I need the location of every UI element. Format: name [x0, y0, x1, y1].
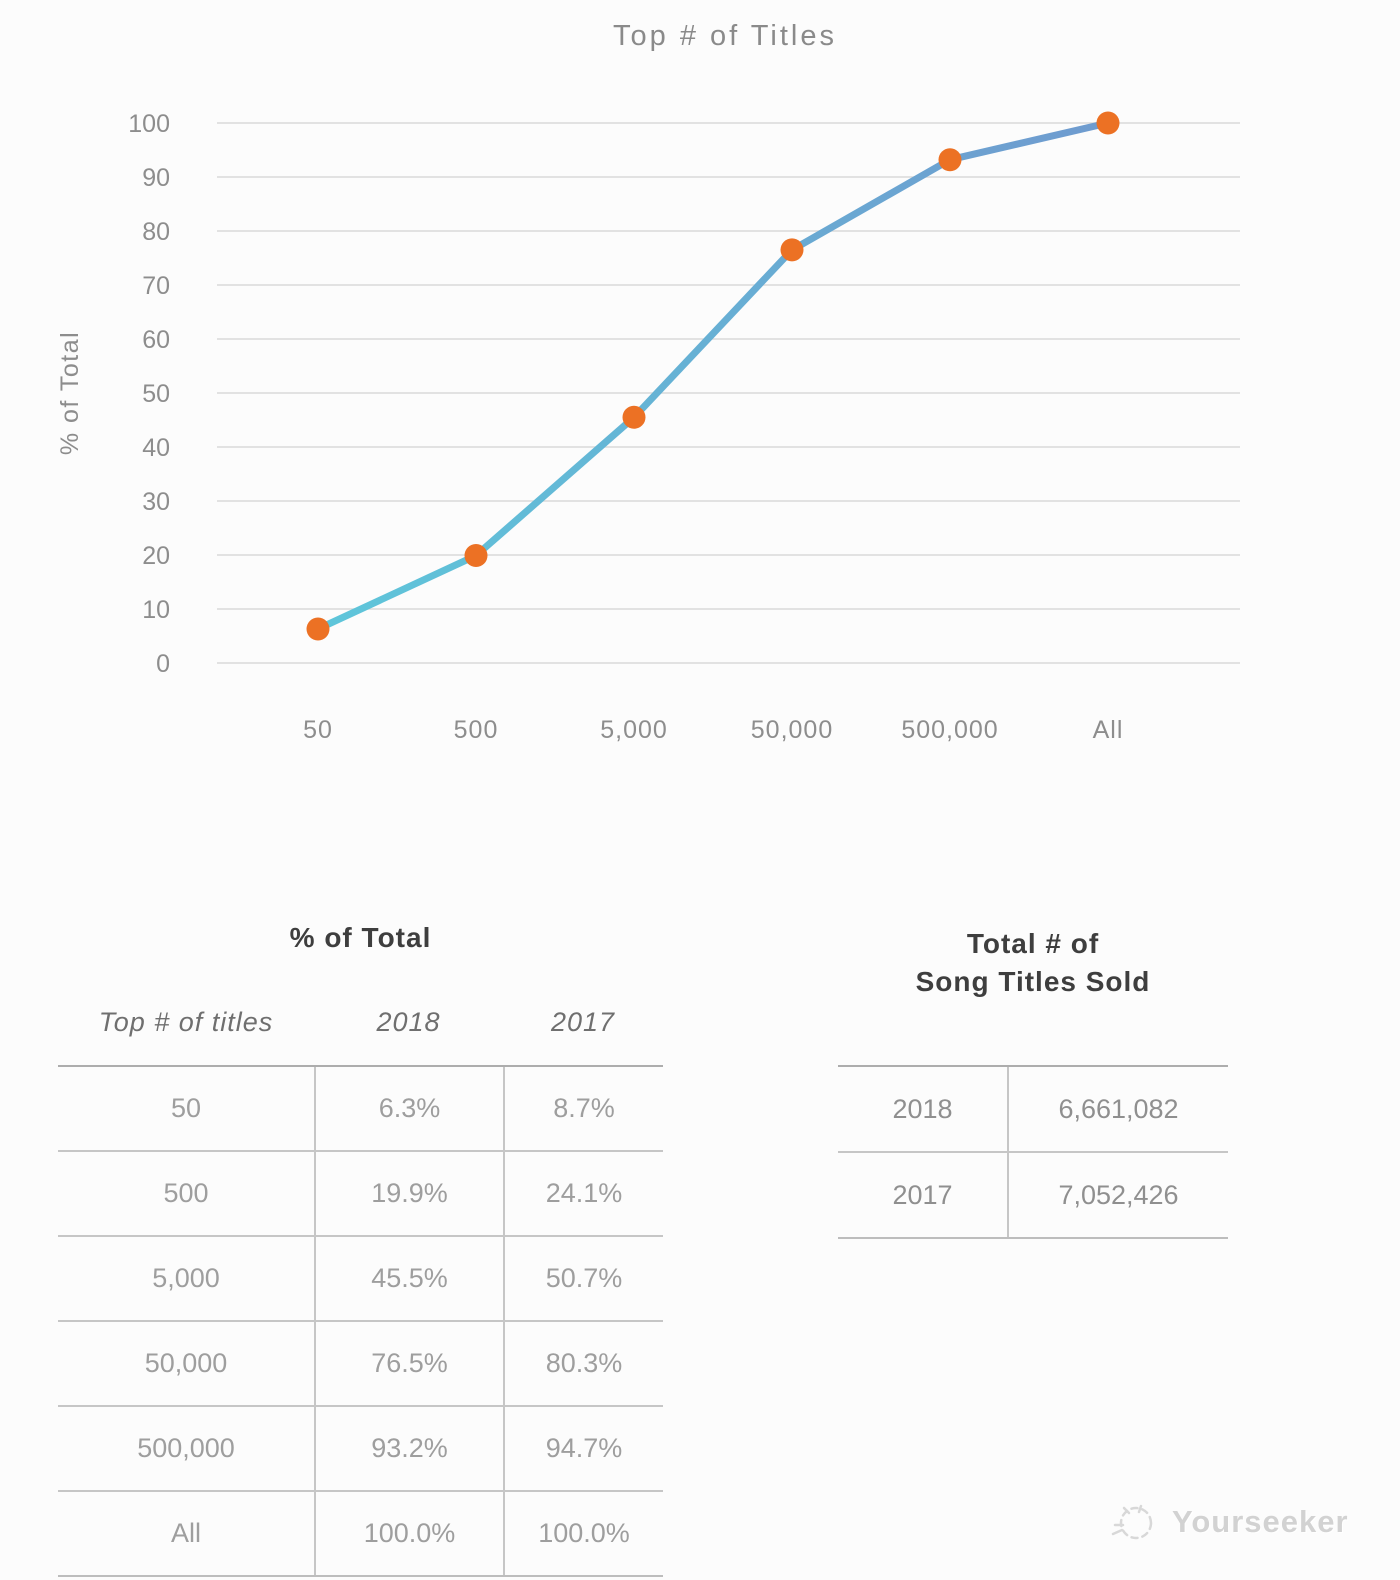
totals-title-line2: Song Titles Sold	[915, 966, 1151, 997]
table-cell: 8.7%	[503, 1067, 663, 1150]
table-cell: 6.3%	[314, 1067, 503, 1150]
table-row: 500 19.9% 24.1%	[58, 1150, 663, 1235]
svg-text:500: 500	[454, 716, 499, 744]
percent-table-body: 50 6.3% 8.7% 500 19.9% 24.1% 5,000 45.5%…	[58, 1065, 663, 1577]
watermark-label: Yourseeker	[1172, 1504, 1349, 1539]
table-cell: 100.0%	[314, 1492, 503, 1575]
chart-title: Top # of Titles	[613, 20, 837, 52]
percent-table-title: % of Total	[289, 922, 432, 953]
table-cell: All	[170, 1518, 201, 1548]
watermark: Yourseeker	[1108, 1496, 1349, 1548]
table-cell: 50	[170, 1093, 202, 1123]
percent-of-total-table: % of Total Top # of titles 2018 2017 50 …	[58, 918, 663, 1577]
table-row: 50 6.3% 8.7%	[58, 1067, 663, 1150]
table-row: 5,000 45.5% 50.7%	[58, 1235, 663, 1320]
svg-text:60: 60	[142, 326, 170, 354]
totals-title-line1: Total # of	[966, 928, 1100, 959]
table-cell: 50,000	[144, 1348, 228, 1378]
svg-text:All: All	[1093, 716, 1124, 744]
svg-text:80: 80	[142, 218, 170, 246]
table-cell: 5,000	[152, 1263, 220, 1293]
svg-text:70: 70	[142, 272, 170, 300]
svg-text:% of Total: % of Total	[56, 331, 84, 455]
svg-text:500,000: 500,000	[901, 716, 998, 744]
table-cell: 100.0%	[503, 1492, 663, 1575]
svg-text:0: 0	[156, 650, 170, 678]
column-header-2018: 2018	[376, 1006, 441, 1037]
svg-text:50,000: 50,000	[751, 716, 833, 744]
table-row: 500,000 93.2% 94.7%	[58, 1405, 663, 1490]
totals-table-body: 2018 6,661,082 2017 7,052,426	[838, 1065, 1228, 1239]
yourseeker-logo-icon	[1111, 1504, 1153, 1540]
table-cell: 50.7%	[503, 1237, 663, 1320]
table-row: 2017 7,052,426	[838, 1151, 1228, 1237]
table-cell: 7,052,426	[1007, 1153, 1228, 1237]
svg-text:90: 90	[142, 164, 170, 192]
table-cell: 94.7%	[503, 1407, 663, 1490]
table-cell: 500,000	[137, 1433, 235, 1463]
table-cell: 45.5%	[314, 1237, 503, 1320]
table-cell: 2017	[892, 1179, 953, 1210]
svg-text:5,000: 5,000	[600, 716, 668, 744]
table-row: All 100.0% 100.0%	[58, 1490, 663, 1575]
svg-text:40: 40	[142, 434, 170, 462]
table-row: 50,000 76.5% 80.3%	[58, 1320, 663, 1405]
svg-text:100: 100	[128, 110, 170, 138]
table-row: 2018 6,661,082	[838, 1067, 1228, 1151]
table-cell: 93.2%	[314, 1407, 503, 1490]
svg-text:50: 50	[142, 380, 170, 408]
line-chart: 0 10 20 30 40 50 60 70 80 90 100 50 500 5,000 50,000 50…	[56, 110, 1240, 744]
table-cell: 76.5%	[314, 1322, 503, 1405]
svg-text:30: 30	[142, 488, 170, 516]
totals-table-title: Total # of Song Titles Sold	[838, 925, 1228, 1001]
table-cell: 24.1%	[503, 1152, 663, 1235]
svg-text:50: 50	[303, 716, 333, 744]
percent-table-header-row: Top # of titles 2018 2017	[58, 1002, 663, 1042]
total-song-titles-table: Total # of Song Titles Sold 2018 6,661,0…	[838, 925, 1228, 1239]
svg-text:20: 20	[142, 542, 170, 570]
table-cell: 500	[163, 1178, 209, 1208]
column-header-top-titles: Top # of titles	[98, 1006, 274, 1037]
table-cell: 19.9%	[314, 1152, 503, 1235]
table-cell: 2018	[892, 1093, 953, 1124]
table-cell: 6,661,082	[1007, 1067, 1228, 1151]
column-header-2017: 2017	[550, 1006, 616, 1037]
svg-text:10: 10	[142, 596, 170, 624]
table-cell: 80.3%	[503, 1322, 663, 1405]
